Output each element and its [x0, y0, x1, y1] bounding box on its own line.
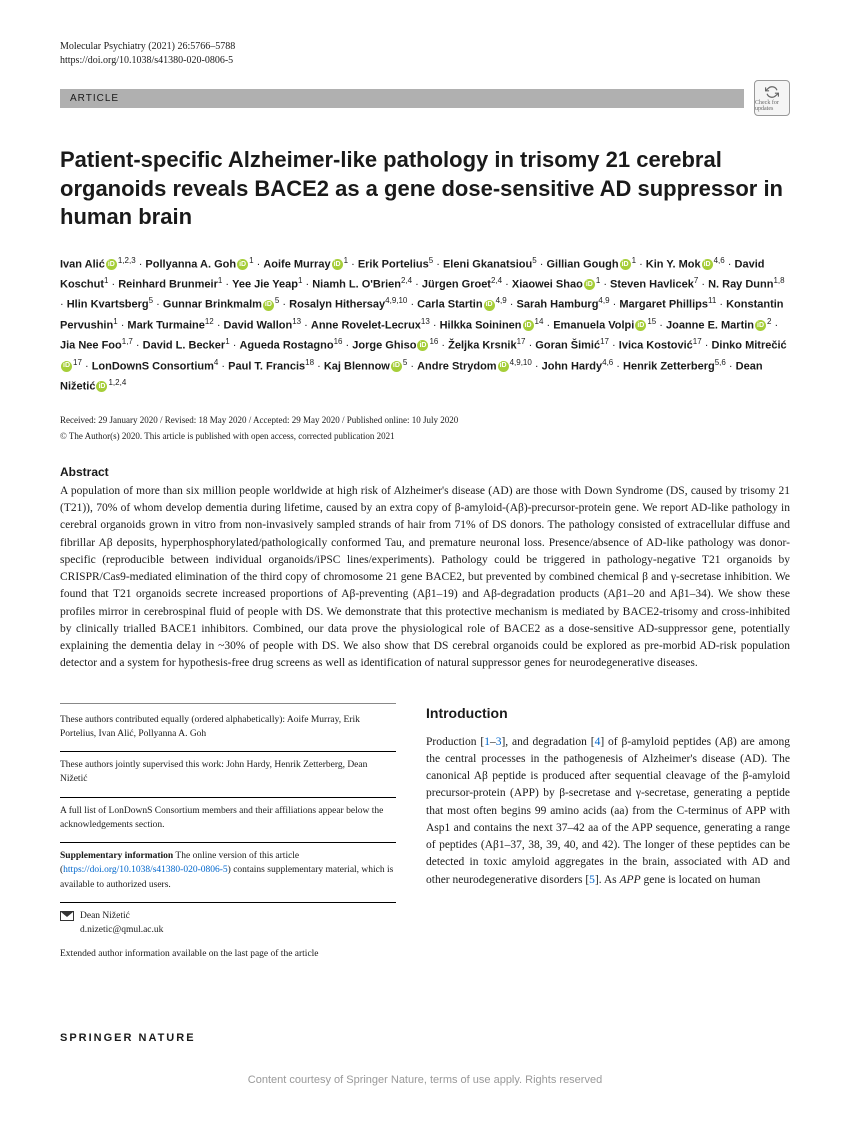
- article-tag-row: ARTICLE Check for updates: [60, 80, 790, 116]
- two-column-section: These authors contributed equally (order…: [60, 703, 790, 972]
- check-updates-badge[interactable]: Check for updates: [754, 80, 790, 116]
- author-list: Ivan AlićiD1,2,3 · Pollyanna A. GohiD1 ·…: [60, 254, 790, 396]
- mail-icon: [60, 911, 74, 921]
- article-type-tag: ARTICLE: [60, 89, 744, 108]
- intro-paragraph: Production [1–3], and degradation [4] of…: [426, 734, 790, 889]
- journal-citation: Molecular Psychiatry (2021) 26:5766–5788: [60, 40, 790, 54]
- copyright: © The Author(s) 2020. This article is pu…: [60, 431, 790, 441]
- joint-supervision-note: These authors jointly supervised this wo…: [60, 751, 396, 787]
- page-footer: SPRINGER NATURE Content courtesy of Spri…: [60, 1032, 790, 1086]
- extended-author-info: Extended author information available on…: [60, 947, 396, 961]
- intro-heading: Introduction: [426, 703, 790, 724]
- journal-doi: https://doi.org/10.1038/s41380-020-0806-…: [60, 54, 790, 68]
- supp-link[interactable]: https://doi.org/10.1038/s41380-020-0806-…: [63, 865, 228, 875]
- consortium-note: A full list of LonDownS Consortium membe…: [60, 797, 396, 833]
- publication-dates: Received: 29 January 2020 / Revised: 18 …: [60, 414, 790, 427]
- terms-notice: Content courtesy of Springer Nature, ter…: [60, 1074, 790, 1086]
- introduction-column: Introduction Production [1–3], and degra…: [426, 703, 790, 972]
- supp-label: Supplementary information: [60, 851, 173, 861]
- equal-contribution-note: These authors contributed equally (order…: [60, 707, 396, 742]
- article-title: Patient-specific Alzheimer-like patholog…: [60, 146, 790, 232]
- corr-name: Dean Nižetić: [80, 909, 163, 923]
- footnotes-column: These authors contributed equally (order…: [60, 703, 396, 972]
- refresh-icon: [765, 85, 779, 99]
- update-badge-label: Check for updates: [755, 100, 789, 112]
- corresponding-author: Dean Nižetić d.nizetic@qmul.ac.uk Extend…: [60, 902, 396, 962]
- supplementary-info: Supplementary information The online ver…: [60, 842, 396, 892]
- abstract-heading: Abstract: [60, 465, 790, 479]
- abstract-text: A population of more than six million pe…: [60, 483, 790, 673]
- journal-header: Molecular Psychiatry (2021) 26:5766–5788…: [60, 40, 790, 68]
- publisher-logo: SPRINGER NATURE: [60, 1032, 790, 1044]
- corr-email: d.nizetic@qmul.ac.uk: [80, 923, 163, 937]
- gene-name: APP: [620, 874, 641, 886]
